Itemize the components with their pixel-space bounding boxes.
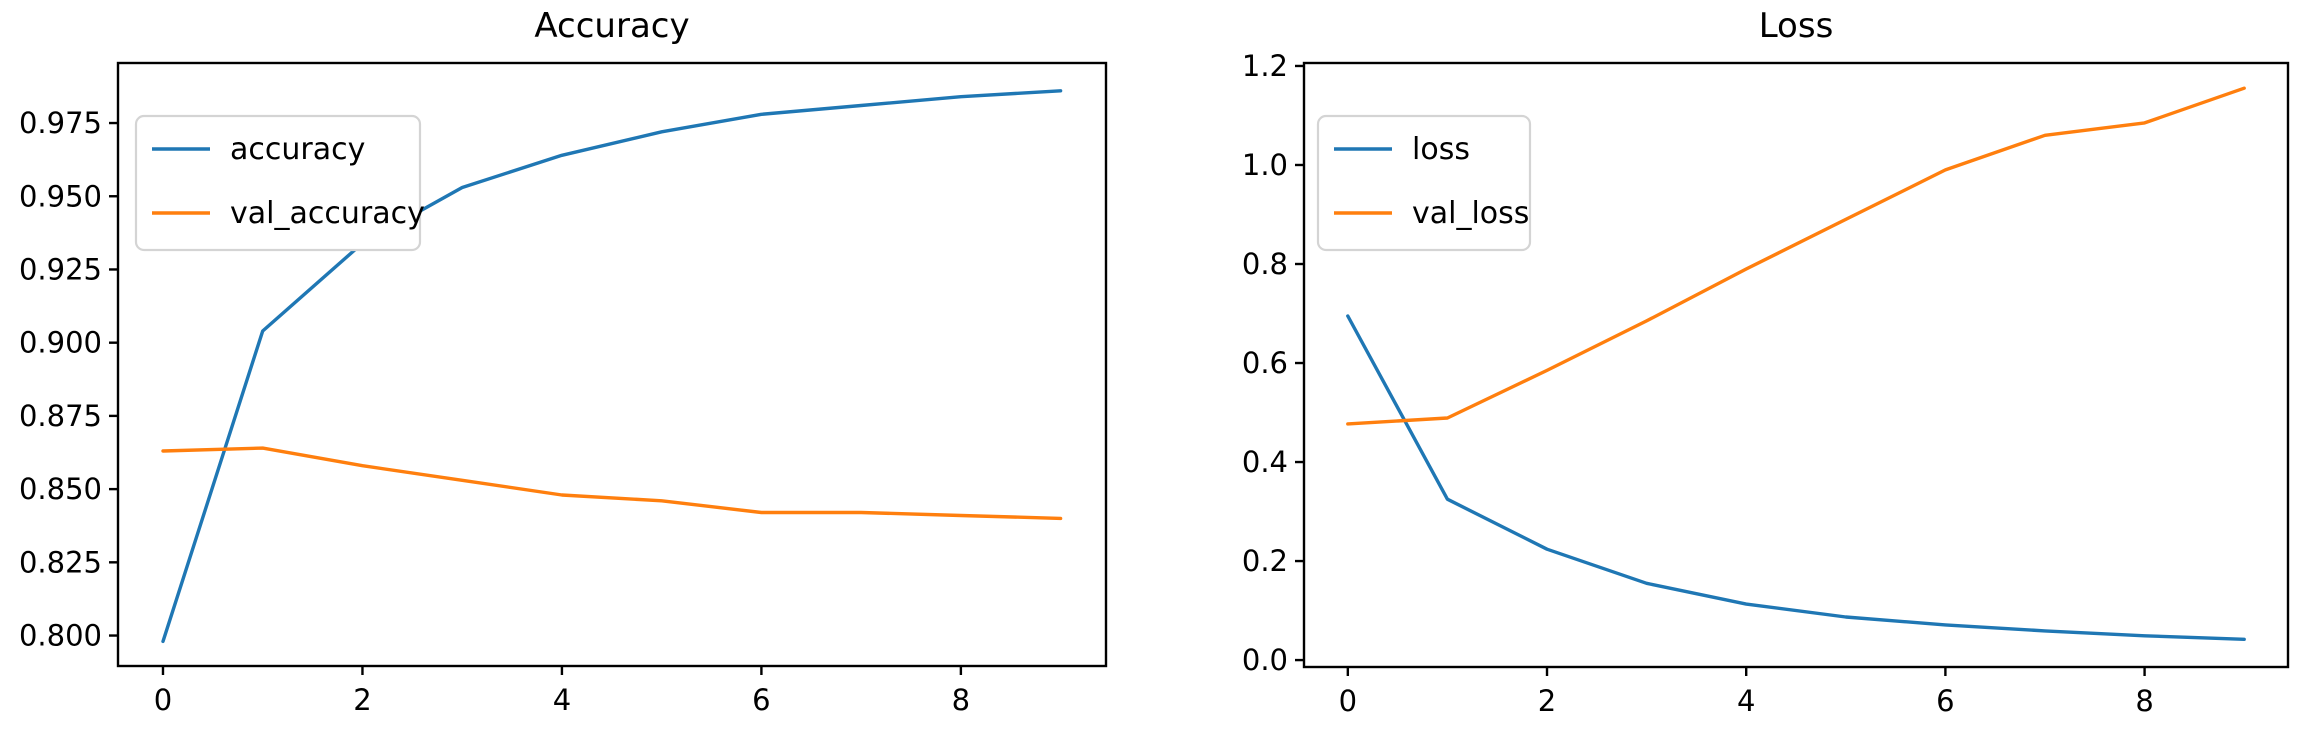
series-line-val_loss	[1346, 86, 2246, 426]
legend-label: val_loss	[1412, 196, 1529, 231]
x-tick-label: 4	[1737, 684, 1755, 718]
y-tick-label: 0.0	[1242, 643, 1288, 677]
y-tick-label: 0.2	[1242, 544, 1288, 578]
x-tick-label: 0	[154, 683, 172, 717]
legend-label: loss	[1412, 132, 1470, 167]
y-tick-label: 0.850	[19, 472, 102, 506]
x-tick-label: 6	[1936, 684, 1954, 718]
x-tick-label: 8	[952, 683, 970, 717]
y-tick-label: 0.6	[1242, 346, 1288, 380]
axes-frame	[116, 61, 1108, 668]
series-line-accuracy	[161, 89, 1063, 644]
x-tick-label: 0	[1339, 684, 1357, 718]
x-tick-label: 8	[2135, 684, 2153, 718]
loss-chart-title: Loss	[1758, 6, 1834, 46]
y-tick-label: 0.875	[19, 399, 102, 433]
y-tick-label: 0.975	[19, 106, 102, 140]
series-line-val_accuracy	[161, 446, 1063, 521]
y-tick-label: 1.2	[1242, 49, 1288, 83]
legend-label: val_accuracy	[230, 196, 425, 231]
legend-label: accuracy	[230, 132, 365, 167]
y-tick-label: 0.4	[1242, 445, 1288, 479]
accuracy-chart-title: Accuracy	[534, 6, 690, 46]
x-tick-label: 4	[553, 683, 571, 717]
y-tick-label: 0.8	[1242, 247, 1288, 281]
y-tick-label: 0.950	[19, 179, 102, 213]
y-tick-label: 0.900	[19, 326, 102, 360]
x-tick-label: 2	[1538, 684, 1556, 718]
series-line-loss	[1346, 314, 2246, 641]
y-tick-label: 0.925	[19, 252, 102, 286]
axes-frame	[1302, 61, 2290, 669]
y-tick-label: 0.825	[19, 545, 102, 579]
x-tick-label: 2	[353, 683, 371, 717]
y-tick-label: 0.800	[19, 619, 102, 653]
x-tick-label: 6	[752, 683, 770, 717]
y-tick-label: 1.0	[1242, 148, 1288, 182]
